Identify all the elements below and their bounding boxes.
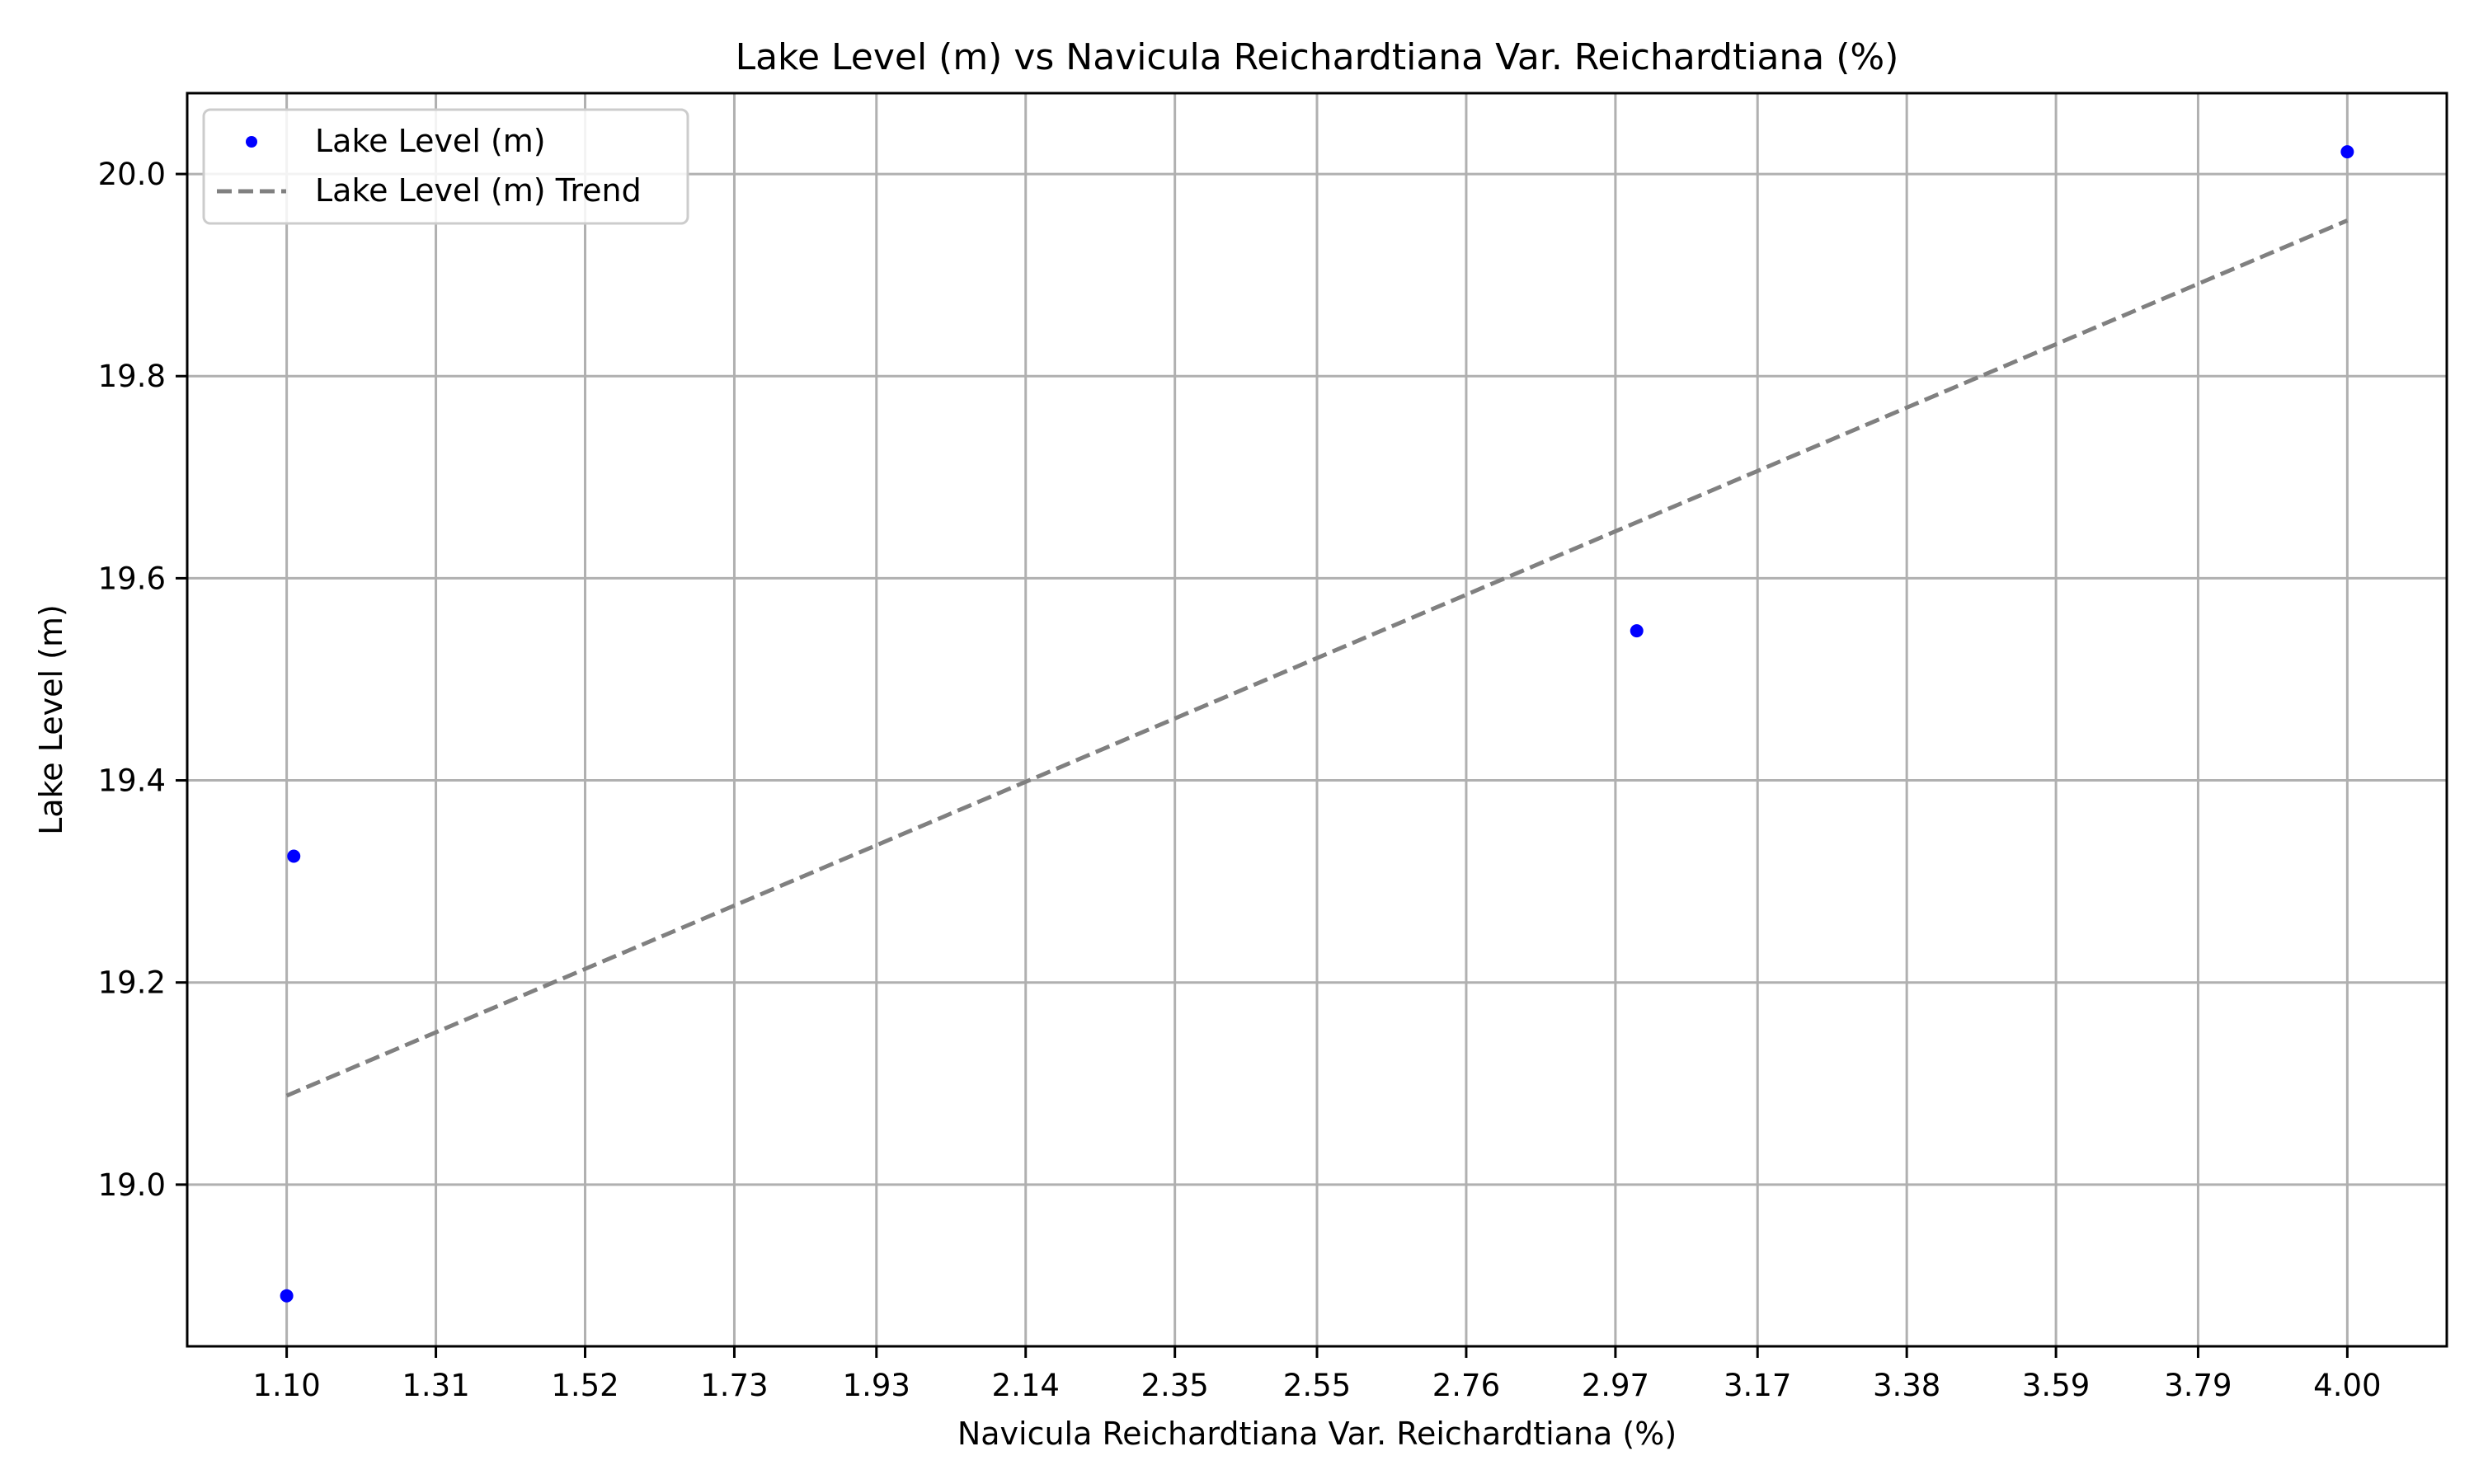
x-tick-label: 1.93 bbox=[843, 1368, 910, 1403]
y-tick-label: 19.4 bbox=[98, 763, 166, 799]
legend-label-trend: Lake Level (m) Trend bbox=[315, 172, 642, 209]
y-axis-label: Lake Level (m) bbox=[33, 604, 69, 835]
data-point-1 bbox=[287, 849, 301, 863]
x-tick-label: 4.00 bbox=[2313, 1368, 2381, 1403]
x-tick-label: 3.17 bbox=[1724, 1368, 1791, 1403]
x-tick-label: 2.14 bbox=[992, 1368, 1060, 1403]
y-tick-label: 19.2 bbox=[98, 965, 166, 1001]
legend-label-scatter: Lake Level (m) bbox=[315, 123, 546, 159]
legend-box bbox=[202, 108, 689, 225]
trend-line bbox=[285, 218, 2349, 1098]
chart-title: Lake Level (m) vs Navicula Reichardtiana… bbox=[736, 36, 1899, 78]
x-axis-label: Navicula Reichardtiana Var. Reichardtian… bbox=[957, 1416, 1677, 1452]
y-axis: 19.0 19.2 19.4 19.6 19.8 20.0 bbox=[98, 157, 187, 1203]
x-tick-label: 1.52 bbox=[551, 1368, 618, 1403]
x-tick-label: 3.59 bbox=[2022, 1368, 2090, 1403]
x-tick-label: 3.79 bbox=[2164, 1368, 2232, 1403]
legend: Lake Level (m) Lake Level (m) Trend bbox=[202, 108, 689, 225]
x-tick-label: 1.73 bbox=[700, 1368, 768, 1403]
data-point-3 bbox=[2340, 145, 2354, 159]
y-tick-label: 20.0 bbox=[98, 157, 166, 192]
x-axis: 1.10 1.31 1.52 1.73 1.93 2.14 2.35 2.55 2.76 2.97… bbox=[252, 1346, 2382, 1403]
grid bbox=[187, 93, 2447, 1346]
x-tick-label: 3.38 bbox=[1873, 1368, 1940, 1403]
y-tick-label: 19.0 bbox=[98, 1167, 166, 1203]
x-tick-label: 2.97 bbox=[1582, 1368, 1649, 1403]
data-point-2 bbox=[1630, 624, 1644, 638]
data-point-0 bbox=[280, 1289, 294, 1303]
x-tick-label: 2.76 bbox=[1432, 1368, 1500, 1403]
series-layer bbox=[280, 145, 2354, 1303]
y-tick-label: 19.8 bbox=[98, 359, 166, 394]
x-tick-label: 2.35 bbox=[1141, 1368, 1208, 1403]
x-tick-label: 1.10 bbox=[252, 1368, 320, 1403]
legend-marker-scatter bbox=[246, 136, 257, 148]
x-tick-label: 2.55 bbox=[1283, 1368, 1351, 1403]
y-tick-label: 19.6 bbox=[98, 561, 166, 596]
x-tick-label: 1.31 bbox=[402, 1368, 469, 1403]
